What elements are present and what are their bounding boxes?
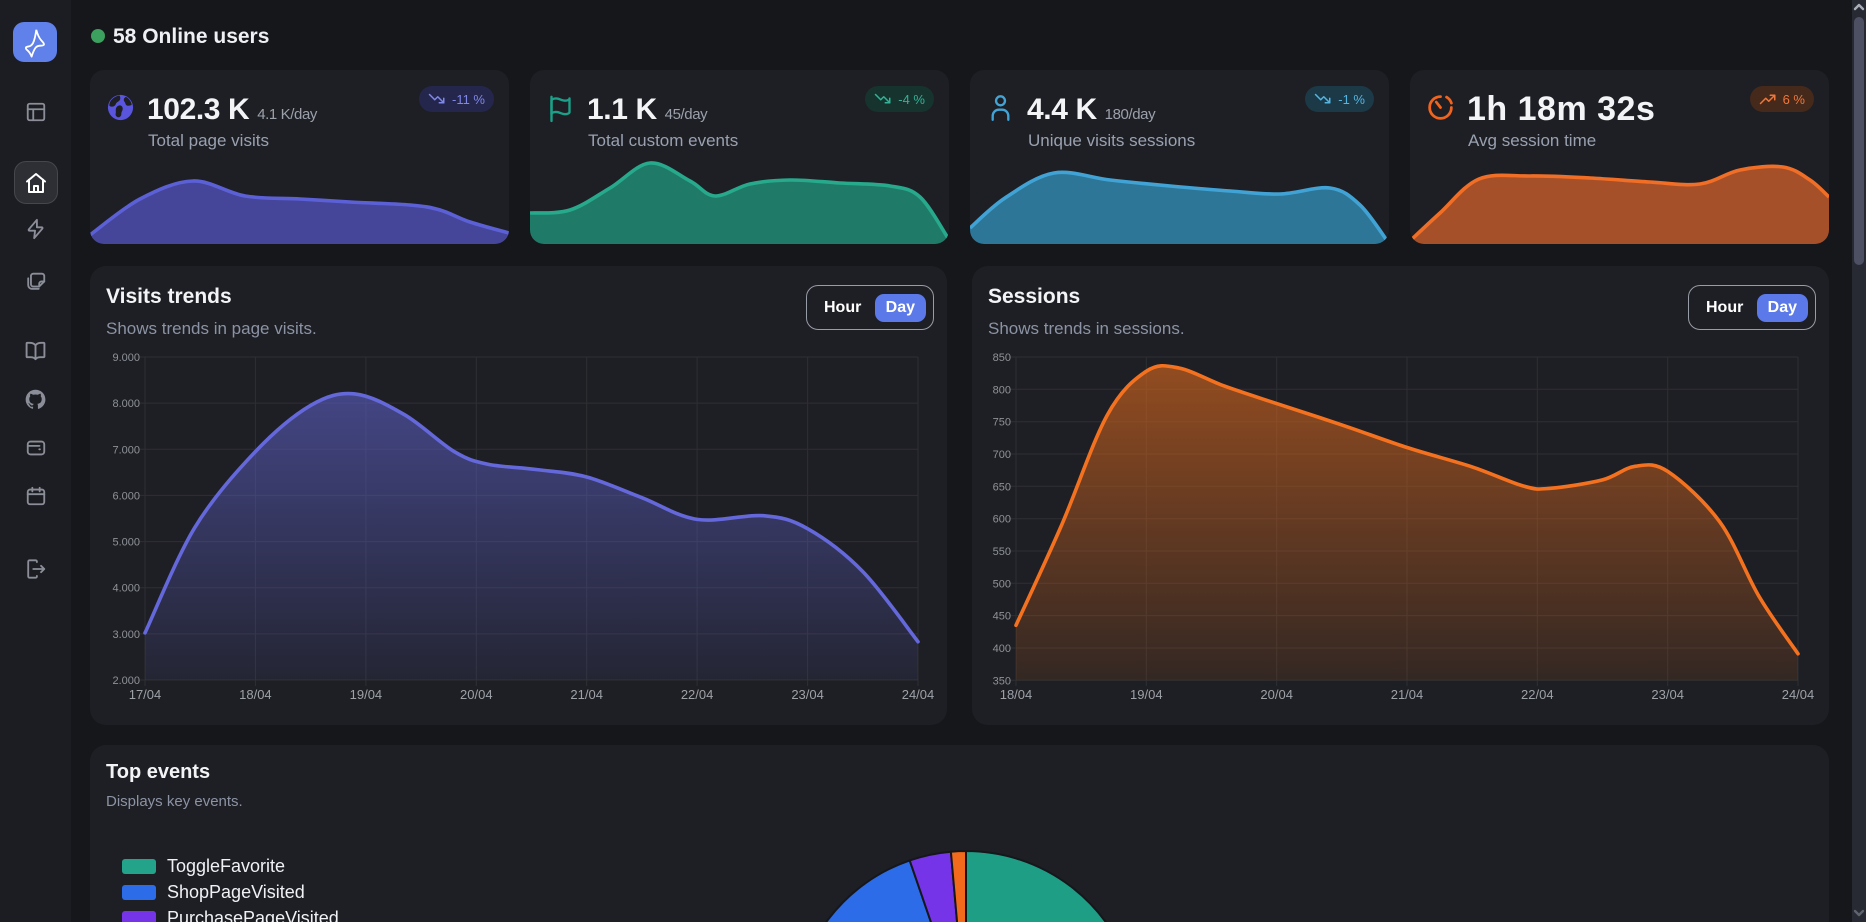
svg-text:2.000: 2.000 [112, 675, 140, 687]
svg-text:4.000: 4.000 [112, 583, 140, 595]
svg-text:21/04: 21/04 [1391, 687, 1424, 702]
svg-text:24/04: 24/04 [1782, 687, 1815, 702]
svg-text:20/04: 20/04 [460, 687, 493, 702]
svg-text:17/04: 17/04 [129, 687, 162, 702]
svg-text:350: 350 [993, 675, 1011, 687]
svg-text:800: 800 [993, 384, 1011, 396]
svg-text:24/04: 24/04 [902, 687, 935, 702]
svg-text:5.000: 5.000 [112, 537, 140, 549]
svg-text:8.000: 8.000 [112, 398, 140, 410]
svg-text:22/04: 22/04 [681, 687, 714, 702]
svg-text:3.000: 3.000 [112, 629, 140, 641]
svg-text:400: 400 [993, 643, 1011, 655]
svg-text:19/04: 19/04 [350, 687, 383, 702]
svg-text:850: 850 [993, 352, 1011, 364]
svg-text:19/04: 19/04 [1130, 687, 1163, 702]
svg-text:18/04: 18/04 [239, 687, 272, 702]
svg-text:600: 600 [993, 514, 1011, 526]
svg-text:700: 700 [993, 449, 1011, 461]
svg-text:23/04: 23/04 [1651, 687, 1684, 702]
svg-text:550: 550 [993, 546, 1011, 558]
svg-text:500: 500 [993, 578, 1011, 590]
svg-text:650: 650 [993, 481, 1011, 493]
svg-text:23/04: 23/04 [791, 687, 824, 702]
svg-text:22/04: 22/04 [1521, 687, 1554, 702]
svg-text:750: 750 [993, 417, 1011, 429]
svg-text:450: 450 [993, 611, 1011, 623]
svg-text:20/04: 20/04 [1260, 687, 1293, 702]
svg-text:9.000: 9.000 [112, 352, 140, 364]
svg-text:6.000: 6.000 [112, 490, 140, 502]
svg-text:21/04: 21/04 [570, 687, 603, 702]
svg-text:18/04: 18/04 [1000, 687, 1033, 702]
svg-text:7.000: 7.000 [112, 444, 140, 456]
